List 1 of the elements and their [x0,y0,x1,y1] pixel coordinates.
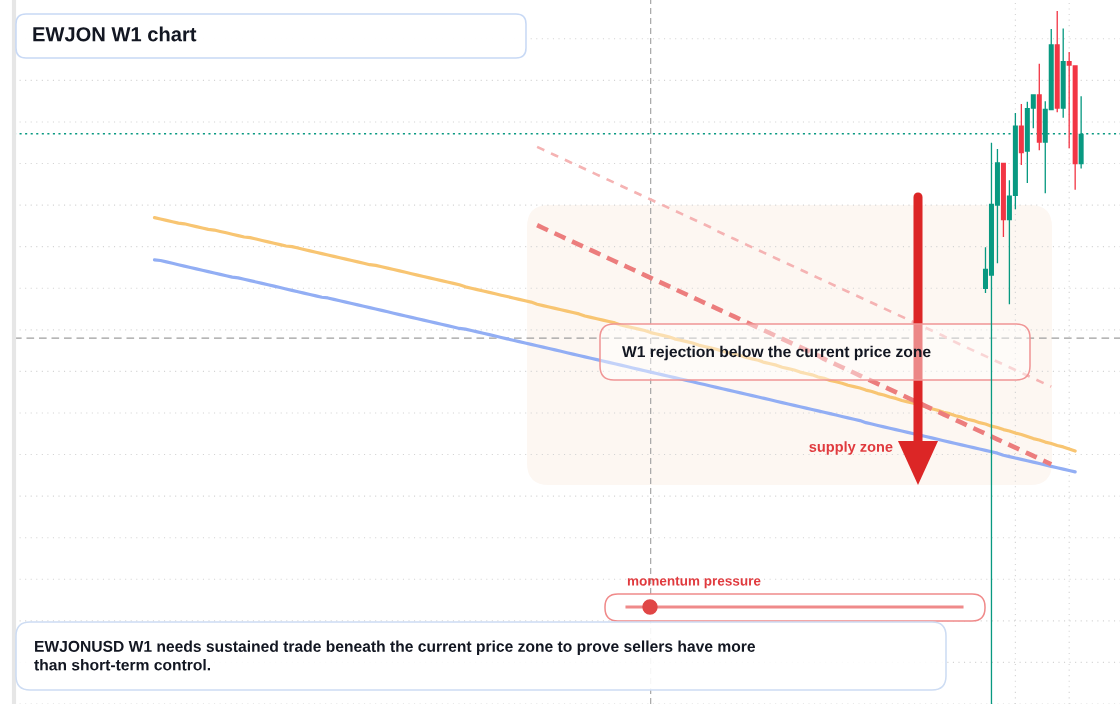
text: EWJON W1 chart [33,26,197,42]
